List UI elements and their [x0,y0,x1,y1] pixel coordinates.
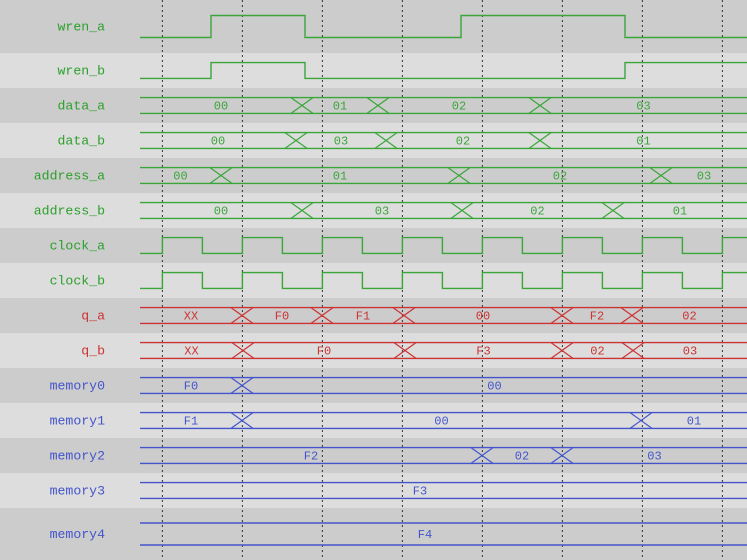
svg-text:01: 01 [673,205,687,219]
svg-text:01: 01 [333,170,347,184]
svg-text:clock_a: clock_a [50,239,105,254]
svg-text:F0: F0 [184,380,198,394]
svg-text:03: 03 [683,345,697,359]
svg-text:memory0: memory0 [50,379,105,394]
svg-text:00: 00 [476,310,490,324]
svg-text:00: 00 [173,170,187,184]
svg-text:03: 03 [697,170,711,184]
svg-text:XX: XX [184,345,198,359]
svg-text:00: 00 [214,100,228,114]
svg-text:F2: F2 [590,310,604,324]
svg-text:data_a: data_a [58,99,106,114]
svg-text:00: 00 [211,135,225,149]
svg-text:F2: F2 [304,450,318,464]
svg-text:02: 02 [682,310,696,324]
svg-text:address_a: address_a [34,169,105,184]
svg-text:03: 03 [334,135,348,149]
svg-text:02: 02 [553,170,567,184]
svg-text:02: 02 [456,135,470,149]
svg-text:F0: F0 [275,310,289,324]
svg-text:memory4: memory4 [50,527,105,542]
svg-text:02: 02 [452,100,466,114]
svg-text:wren_b: wren_b [58,64,106,79]
svg-text:02: 02 [515,450,529,464]
svg-text:00: 00 [487,380,501,394]
svg-text:memory3: memory3 [50,484,105,499]
svg-text:memory1: memory1 [50,414,105,429]
svg-text:03: 03 [636,100,650,114]
svg-text:00: 00 [434,415,448,429]
svg-text:clock_b: clock_b [50,274,105,289]
svg-text:F0: F0 [317,345,331,359]
svg-text:XX: XX [184,310,198,324]
svg-text:data_b: data_b [58,134,106,149]
svg-text:F4: F4 [418,528,432,542]
svg-text:F3: F3 [413,485,427,499]
svg-text:memory2: memory2 [50,449,105,464]
svg-text:02: 02 [590,345,604,359]
svg-text:01: 01 [636,135,650,149]
svg-text:F3: F3 [476,345,490,359]
svg-text:q_b: q_b [81,344,105,359]
svg-text:01: 01 [687,415,701,429]
svg-text:F1: F1 [356,310,370,324]
svg-text:00: 00 [214,205,228,219]
svg-text:F1: F1 [184,415,198,429]
svg-text:02: 02 [530,205,544,219]
svg-text:03: 03 [375,205,389,219]
svg-text:wren_a: wren_a [58,20,106,35]
svg-text:01: 01 [333,100,347,114]
svg-text:address_b: address_b [34,204,105,219]
svg-text:q_a: q_a [81,309,105,324]
svg-text:03: 03 [647,450,661,464]
